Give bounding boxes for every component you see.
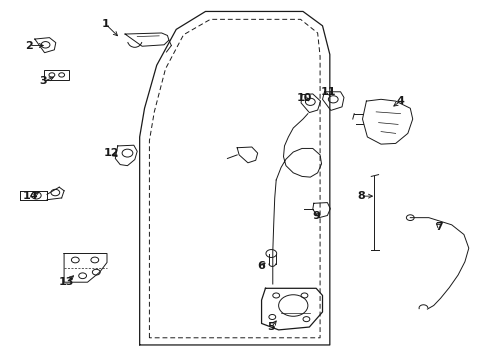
Text: 4: 4 — [396, 96, 404, 106]
Text: 14: 14 — [23, 191, 39, 201]
Text: 3: 3 — [40, 76, 47, 86]
Text: 6: 6 — [257, 261, 265, 271]
Text: 2: 2 — [25, 41, 33, 50]
Bar — [44, 70, 69, 80]
Text: 1: 1 — [102, 19, 109, 29]
Text: 13: 13 — [59, 277, 74, 287]
Text: 9: 9 — [312, 211, 320, 221]
Text: 5: 5 — [267, 322, 275, 332]
Text: 12: 12 — [104, 148, 120, 158]
Text: 11: 11 — [320, 87, 335, 97]
Text: 8: 8 — [357, 191, 365, 201]
Text: 7: 7 — [435, 222, 443, 231]
Text: 10: 10 — [296, 93, 311, 103]
